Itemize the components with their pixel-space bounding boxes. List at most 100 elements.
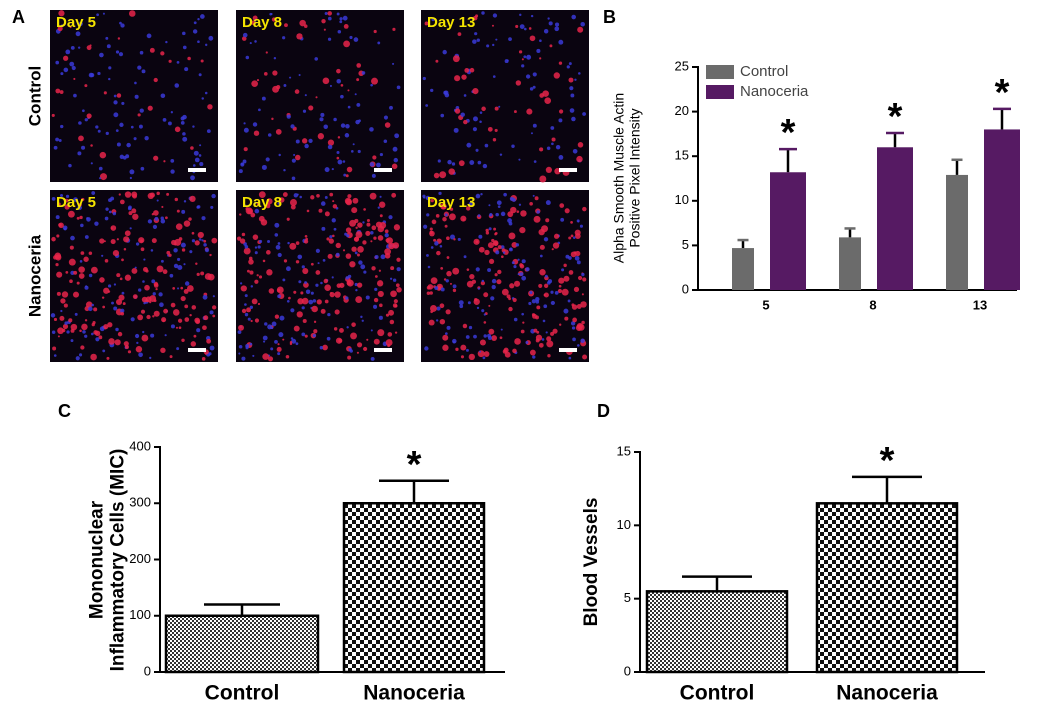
cell	[181, 338, 185, 343]
cell	[529, 290, 533, 295]
cell	[154, 216, 159, 221]
cell	[352, 143, 355, 146]
cell	[463, 94, 467, 97]
cell	[51, 197, 56, 201]
significance: *	[407, 444, 422, 486]
cell	[430, 246, 434, 249]
cell	[538, 228, 545, 236]
cell	[501, 255, 504, 258]
cell	[192, 164, 196, 167]
cell	[294, 89, 300, 94]
cell	[499, 336, 503, 340]
cell	[509, 283, 515, 289]
cell	[143, 258, 146, 261]
cell	[552, 242, 560, 249]
cell	[377, 290, 384, 298]
cell	[69, 61, 75, 67]
cell	[396, 257, 401, 262]
cell	[51, 330, 56, 335]
scale-bar	[559, 348, 577, 352]
cell	[243, 122, 246, 125]
cell	[101, 296, 105, 299]
cell	[81, 197, 85, 202]
cell	[337, 159, 343, 165]
cell	[284, 23, 288, 28]
x-tick-label: 8	[869, 297, 876, 312]
cell	[531, 313, 536, 317]
cell	[99, 151, 107, 159]
cell	[170, 324, 175, 329]
cell	[75, 31, 81, 37]
cell	[191, 239, 196, 243]
cell	[73, 270, 78, 275]
cell	[317, 133, 325, 140]
cell	[140, 239, 144, 243]
cell	[193, 334, 197, 338]
cell	[496, 200, 502, 206]
cell	[289, 199, 297, 207]
cell	[238, 352, 241, 355]
cell	[331, 218, 336, 223]
cell	[180, 286, 184, 290]
cell	[189, 195, 196, 202]
cell	[274, 340, 278, 344]
cell	[389, 105, 393, 110]
cell	[291, 158, 296, 163]
cell	[517, 273, 520, 276]
cell	[475, 240, 479, 243]
cell	[321, 18, 326, 24]
cell	[546, 340, 554, 348]
cell	[477, 214, 481, 217]
cell	[303, 239, 309, 244]
cell	[91, 322, 95, 327]
cell	[85, 301, 93, 308]
cell	[194, 240, 200, 246]
cell	[558, 277, 565, 284]
cell	[384, 233, 389, 238]
cell	[162, 117, 167, 122]
cell	[82, 109, 85, 113]
cell	[530, 14, 534, 18]
cell	[130, 125, 134, 129]
cell	[97, 71, 101, 76]
cell	[238, 344, 243, 349]
cell	[547, 354, 551, 358]
cell	[482, 163, 488, 169]
cell	[276, 346, 282, 352]
cell	[176, 60, 180, 64]
cell	[519, 264, 525, 269]
cell	[521, 259, 526, 264]
cell	[142, 330, 145, 334]
cell	[355, 226, 358, 230]
cell	[160, 93, 166, 99]
cell	[311, 305, 318, 313]
day-label: Day 13	[427, 14, 475, 31]
cell	[278, 153, 281, 157]
cell	[290, 308, 295, 313]
cell	[523, 55, 527, 59]
cell	[254, 318, 260, 323]
cell	[491, 24, 495, 27]
cell	[245, 55, 250, 60]
cell	[123, 341, 129, 347]
cell	[362, 240, 367, 245]
cell	[459, 304, 464, 309]
cell	[577, 142, 584, 148]
cell	[462, 323, 468, 329]
cell	[581, 272, 585, 277]
cell	[370, 356, 375, 361]
cell	[331, 167, 334, 171]
cell	[558, 61, 563, 65]
cell	[475, 267, 480, 272]
cell	[389, 319, 395, 325]
y-tick-label: 25	[675, 58, 689, 73]
cell	[513, 280, 521, 287]
panel-label: D	[597, 401, 610, 421]
cell	[426, 291, 431, 295]
cell	[295, 241, 300, 245]
cell	[159, 302, 164, 308]
cell	[343, 23, 349, 29]
cell	[441, 204, 447, 210]
cell	[512, 348, 517, 354]
cell	[70, 45, 75, 50]
